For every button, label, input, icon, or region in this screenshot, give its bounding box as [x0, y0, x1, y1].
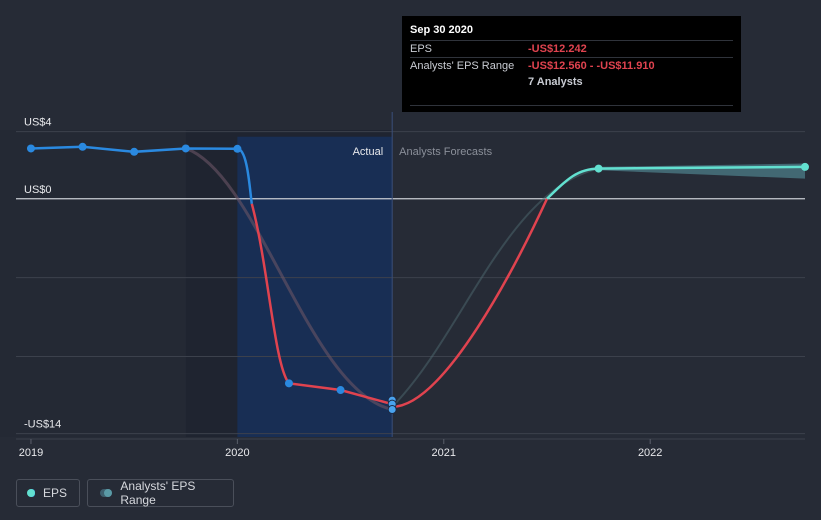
- tooltip-eps-label: EPS: [410, 43, 433, 55]
- forecast-trail-line: [391, 167, 599, 408]
- forecast-label: Analysts Forecasts: [399, 146, 492, 158]
- y-tick-label: US$0: [24, 184, 52, 196]
- x-tick-label: 2019: [19, 447, 43, 459]
- eps-point: [284, 379, 293, 388]
- forecast-line-negative: [392, 198, 549, 409]
- legend-range[interactable]: Analysts' EPS Range: [87, 479, 234, 507]
- legend-range-label: Analysts' EPS Range: [120, 479, 196, 507]
- tooltip-date: Sep 30 2020: [410, 24, 473, 36]
- forecast-point: [594, 164, 603, 173]
- tooltip-divider: [410, 105, 733, 106]
- x-tick-label: 2022: [638, 447, 662, 459]
- eps-point: [336, 386, 345, 395]
- eps-point: [26, 144, 35, 153]
- estimate-point: [387, 404, 397, 414]
- tooltip-range-label: Analysts' EPS Range: [410, 60, 515, 72]
- actual-label: Actual: [353, 146, 384, 158]
- y-tick-label: US$4: [24, 117, 52, 129]
- eps-point: [181, 144, 190, 153]
- early-shade: [0, 130, 186, 437]
- tooltip-eps-value: -US$12.242: [528, 43, 587, 55]
- eps-point: [130, 147, 139, 156]
- legend-eps[interactable]: EPS: [16, 479, 80, 507]
- eps-swatch-icon: [26, 489, 35, 497]
- legend-eps-label: EPS: [42, 486, 67, 500]
- highlight-region: [237, 136, 393, 437]
- tooltip-range-value: -US$12.560 - -US$11.910: [528, 60, 655, 72]
- eps-line-positive: [30, 145, 254, 205]
- forecast-point: [801, 162, 809, 171]
- past-estimate-line: [185, 147, 393, 411]
- range-swatch-icon: [100, 489, 113, 497]
- eps-point: [78, 142, 87, 151]
- eps-range-band: [598, 163, 805, 179]
- y-tick-label: -US$14: [24, 419, 61, 431]
- x-tick-label: 2021: [432, 447, 456, 459]
- tooltip-analysts: 7 Analysts: [528, 76, 583, 88]
- x-tick-label: 2020: [225, 447, 249, 459]
- tooltip: Sep 30 2020 EPS -US$12.242 Analysts' EPS…: [402, 16, 741, 112]
- eps-point: [233, 144, 242, 153]
